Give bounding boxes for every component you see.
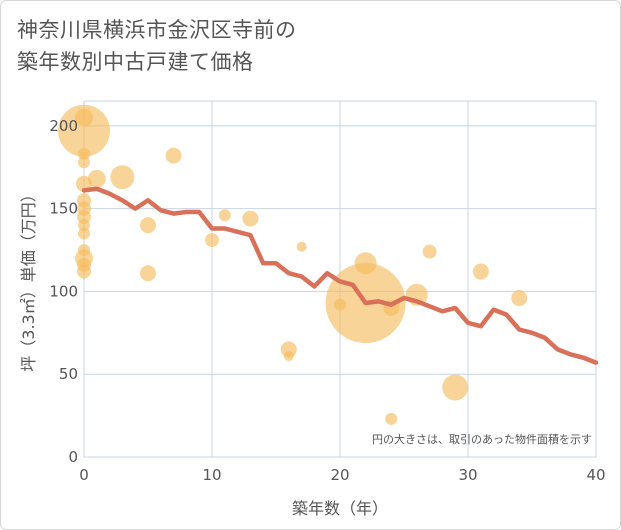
grid-lines bbox=[83, 101, 597, 458]
y-tick-labels: 0 50 100 150 200 bbox=[49, 117, 78, 466]
bubble-point bbox=[75, 108, 93, 127]
y-tick-label: 50 bbox=[59, 365, 78, 383]
chart-title-line2: 築年数別中古戸建て価格 bbox=[17, 50, 254, 74]
bubble-point bbox=[242, 210, 259, 227]
y-tick-label: 0 bbox=[68, 448, 78, 466]
bubble-point bbox=[78, 156, 90, 169]
size-note: 円の大きさは、取引のあった物件面積を示す bbox=[372, 432, 592, 446]
bubble-point bbox=[87, 169, 106, 188]
line-layer bbox=[81, 186, 599, 365]
bubble-point bbox=[205, 233, 219, 248]
x-tick-label: 10 bbox=[202, 466, 221, 484]
y-axis-label: 坪（3.3㎡）単価（万円） bbox=[19, 186, 38, 371]
bubble-point bbox=[78, 227, 90, 240]
bubble-point bbox=[140, 217, 156, 234]
bubble-point bbox=[77, 264, 91, 279]
bubble-point bbox=[472, 263, 489, 280]
x-tick-labels: 0 10 20 30 40 bbox=[79, 466, 605, 484]
average-line bbox=[81, 186, 599, 365]
x-axis-label: 築年数（年） bbox=[292, 499, 388, 518]
bubble-point bbox=[442, 374, 469, 401]
bubble-point bbox=[422, 244, 437, 259]
x-tick-label: 40 bbox=[586, 466, 605, 484]
bubble-point bbox=[354, 252, 377, 275]
bubble-point bbox=[218, 209, 231, 222]
y-tick-label: 150 bbox=[49, 200, 78, 218]
bubble-point bbox=[385, 412, 398, 425]
y-tick-label: 100 bbox=[49, 282, 78, 300]
bubble-point bbox=[165, 147, 182, 164]
bubble-point bbox=[110, 165, 135, 190]
chart-title: 神奈川県横浜市金沢区寺前の 築年数別中古戸建て価格 bbox=[17, 14, 297, 78]
bubble-point bbox=[296, 241, 307, 252]
bubble-point bbox=[140, 265, 156, 282]
bubble-point bbox=[58, 104, 110, 157]
bubble-point bbox=[78, 219, 90, 232]
bubble-point bbox=[78, 147, 90, 160]
bubble-point bbox=[511, 290, 528, 307]
x-tick-label: 20 bbox=[330, 466, 349, 484]
chart-title-line1: 神奈川県横浜市金沢区寺前の bbox=[17, 18, 297, 42]
x-tick-label: 0 bbox=[79, 466, 89, 484]
bubble-point bbox=[283, 350, 294, 361]
y-tick-label: 200 bbox=[49, 117, 78, 135]
x-tick-label: 30 bbox=[458, 466, 477, 484]
